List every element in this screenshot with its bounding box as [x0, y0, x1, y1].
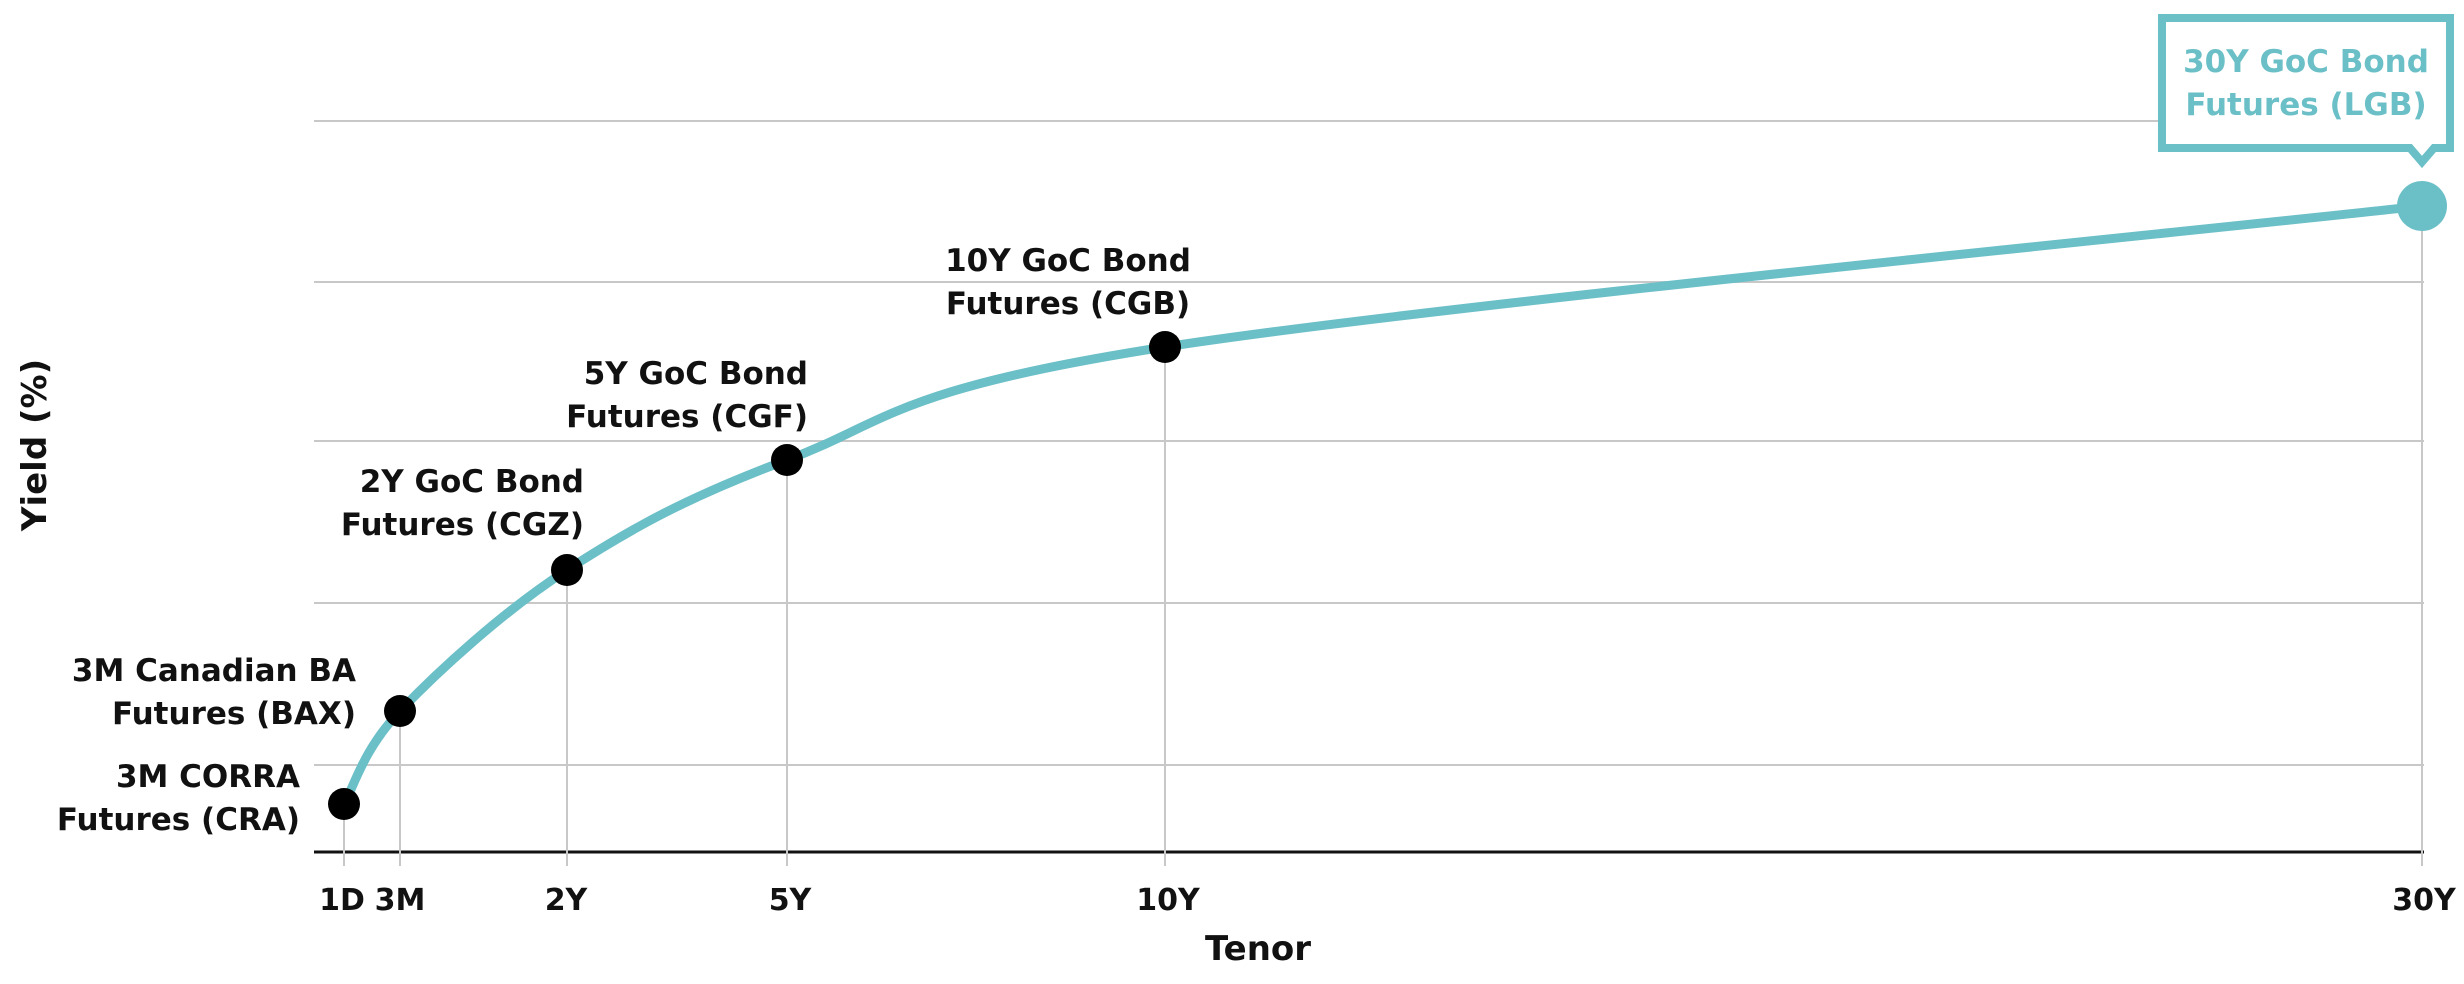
- point-label-1d: 3M CORRA Futures (CRA): [57, 759, 300, 838]
- point-label-line: Futures (LGB): [2185, 87, 2426, 123]
- gridlines: [314, 120, 2424, 766]
- data-point-3m: [384, 695, 416, 727]
- x-tick-label-10y: 10Y: [1136, 883, 1201, 918]
- point-label-line: Futures (CGB): [946, 286, 1190, 322]
- x-tick-label-2y: 2Y: [545, 883, 589, 918]
- x-tick-labels: 1D 3M 2Y 5Y 10Y 30Y: [319, 883, 2457, 918]
- point-label-5y: 5Y GoC Bond Futures (CGF): [566, 356, 808, 435]
- point-label-line: Futures (CGF): [566, 399, 808, 435]
- point-label-line: 30Y GoC Bond: [2183, 44, 2429, 80]
- point-label-line: 10Y GoC Bond: [945, 243, 1191, 279]
- point-label-line: 2Y GoC Bond: [360, 464, 584, 500]
- point-label-line: 5Y GoC Bond: [584, 356, 808, 392]
- drop-lines: [343, 206, 2423, 866]
- point-labels: 3M CORRA Futures (CRA) 3M Canadian BA Futur…: [57, 14, 2454, 838]
- data-point-2y: [551, 554, 583, 586]
- x-axis-title: Tenor: [1205, 929, 1311, 969]
- x-tick-label-3m: 3M: [375, 883, 426, 918]
- data-point-30y: [2397, 181, 2447, 231]
- data-point-1d: [328, 788, 360, 820]
- point-label-30y: 30Y GoC Bond Futures (LGB): [2183, 44, 2429, 123]
- data-point-10y: [1149, 331, 1181, 363]
- data-points: [328, 181, 2447, 820]
- point-label-10y: 10Y GoC Bond Futures (CGB): [945, 243, 1191, 322]
- point-label-line: Futures (CGZ): [341, 507, 584, 543]
- point-label-line: 3M Canadian BA: [72, 653, 356, 689]
- point-label-2y: 2Y GoC Bond Futures (CGZ): [341, 464, 584, 543]
- data-point-5y: [771, 444, 803, 476]
- y-axis-title: Yield (%): [15, 359, 55, 532]
- yield-curve-line: [339, 201, 2427, 809]
- x-tick-label-5y: 5Y: [769, 883, 813, 918]
- x-tick-label-1d: 1D: [319, 883, 365, 918]
- highlight-callout: 30Y GoC Bond Futures (LGB): [2158, 14, 2454, 169]
- point-label-line: Futures (CRA): [57, 802, 300, 838]
- point-label-line: Futures (BAX): [112, 696, 356, 732]
- point-label-3m: 3M Canadian BA Futures (BAX): [72, 653, 356, 732]
- point-label-line: 3M CORRA: [116, 759, 300, 795]
- x-tick-label-30y: 30Y: [2392, 883, 2457, 918]
- callout-box: [2158, 14, 2454, 169]
